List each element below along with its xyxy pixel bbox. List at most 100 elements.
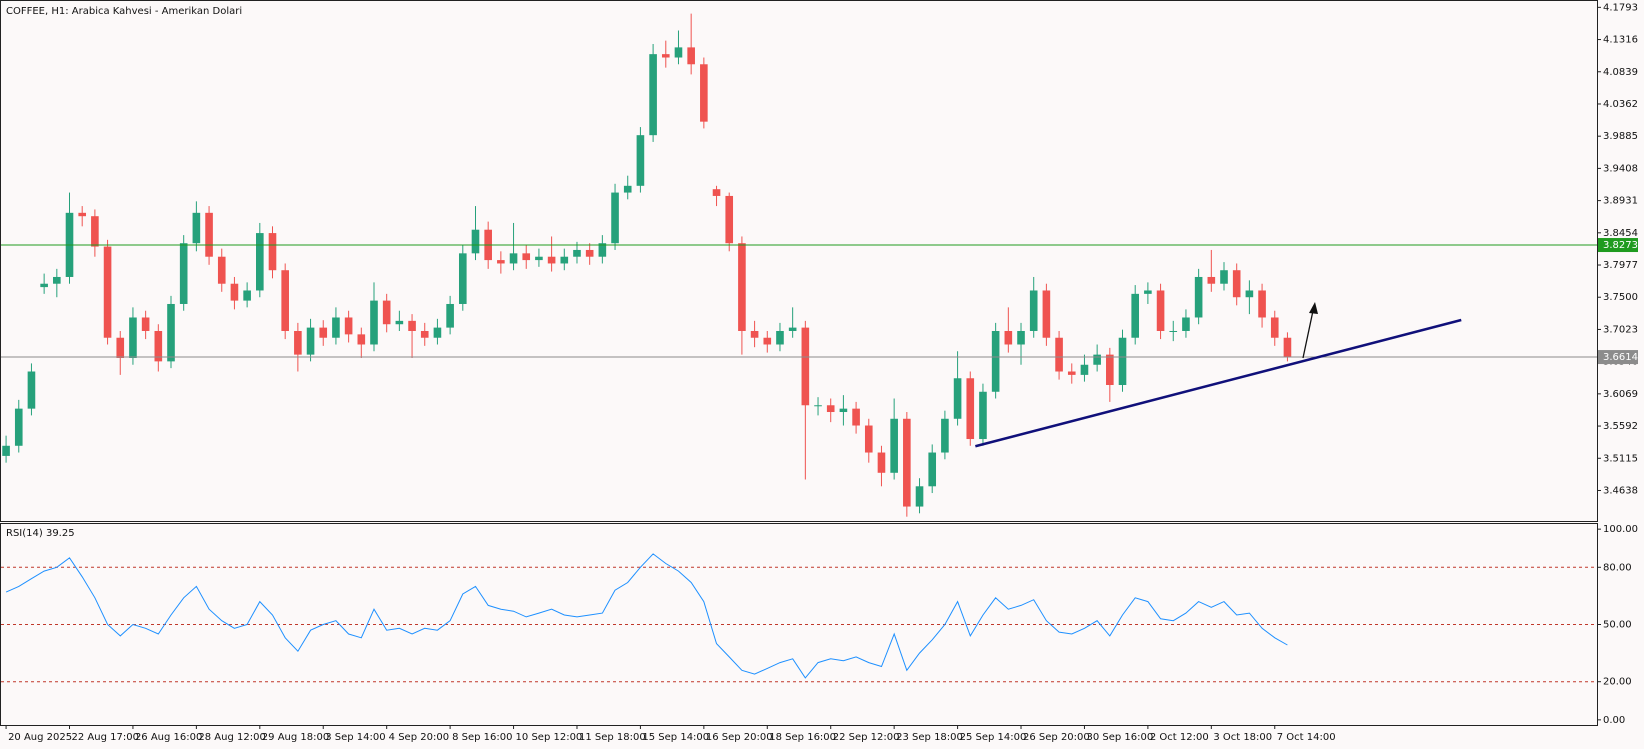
candle-body (154, 330, 163, 362)
candle-body (1156, 290, 1165, 331)
x-tick-label: 26 Aug 16:00 (135, 732, 202, 743)
candle-body (535, 256, 543, 261)
candle-body (1283, 337, 1292, 358)
candle-body (27, 371, 36, 409)
candle-body (243, 290, 251, 301)
trendline (975, 318, 1462, 448)
candle-body (1258, 290, 1266, 318)
arrow-head (1309, 302, 1318, 314)
price-level-label: 3.8273 (1603, 240, 1638, 251)
candle-body (661, 54, 670, 58)
x-tick-label: 30 Sep 16:00 (1086, 732, 1153, 743)
candle-body (179, 243, 188, 304)
candle-body (1004, 330, 1013, 345)
x-tick-label: 23 Sep 18:00 (896, 732, 963, 743)
candle-body (611, 192, 619, 244)
y-tick-label: 4.0839 (1603, 67, 1638, 78)
candle-body (979, 391, 987, 440)
candle-body (890, 418, 898, 473)
candle-body (332, 317, 340, 338)
x-tick-label: 22 Aug 17:00 (72, 732, 139, 743)
x-tick-label: 20 Aug 2025 (8, 732, 72, 743)
candle-body (1080, 364, 1089, 375)
x-tick-label: 11 Sep 18:00 (579, 732, 646, 743)
candle-body (217, 256, 226, 284)
candle-body (725, 195, 734, 244)
y-tick-label: 3.6069 (1603, 389, 1638, 400)
x-tick-label: 8 Sep 16:00 (452, 732, 512, 743)
candle-body (763, 337, 772, 345)
rsi-line (5, 553, 1288, 679)
candle-body (826, 405, 835, 413)
candle-body (1029, 290, 1038, 331)
candle-body (864, 425, 873, 453)
y-tick-label: 3.8931 (1603, 196, 1638, 207)
candle-body (14, 408, 23, 446)
price-level-tag (1598, 350, 1638, 365)
candle-body (1169, 330, 1178, 332)
candle-body (1131, 293, 1140, 338)
candle-body (319, 327, 328, 338)
candle-body (167, 303, 175, 362)
candle-body (408, 320, 416, 331)
candle-body (344, 317, 353, 335)
x-tick-label: 10 Sep 12:00 (516, 732, 583, 743)
candle-body (776, 330, 784, 345)
candle-body (1042, 290, 1051, 338)
candle-body (1182, 317, 1190, 331)
candle-body (497, 260, 505, 264)
candle-body (129, 317, 137, 358)
candle-body (1270, 317, 1279, 338)
candle-body (1245, 290, 1254, 298)
x-tick-label: 15 Sep 14:00 (642, 732, 709, 743)
x-tick-label: 7 Oct 14:00 (1277, 732, 1336, 743)
candle-body (712, 189, 721, 196)
candle-body (547, 256, 556, 264)
candle-body (687, 47, 695, 65)
candle-body (636, 135, 645, 186)
candle-body (458, 253, 467, 304)
candle-body (915, 486, 924, 507)
x-tick-label: 2 Oct 12:00 (1150, 732, 1209, 743)
candle-body (1093, 354, 1101, 365)
candle-body (40, 283, 48, 288)
y-tick-label: 3.7977 (1603, 260, 1638, 271)
x-tick-label: 25 Sep 14:00 (960, 732, 1027, 743)
candle-body (357, 334, 366, 345)
candle-body (560, 256, 569, 264)
candle-body (1055, 337, 1063, 372)
y-tick-label: 3.5115 (1603, 453, 1638, 464)
candle-body (598, 243, 607, 257)
candle-body (966, 378, 975, 440)
rsi-title: RSI(14) 39.25 (6, 528, 75, 539)
candle-body (230, 283, 239, 301)
y-tick-label: 80.00 (1603, 562, 1632, 573)
candle-body (103, 246, 112, 338)
candle-body (116, 337, 125, 358)
candle-body (1232, 270, 1241, 298)
candle-body (674, 47, 683, 58)
candle-body (268, 233, 277, 271)
candle-body (446, 303, 454, 328)
candle-body (1067, 371, 1076, 375)
y-tick-label: 50.00 (1603, 620, 1632, 631)
candle-body (78, 212, 87, 217)
candle-body (141, 317, 150, 331)
y-tick-label: 20.00 (1603, 677, 1632, 688)
price-level-label: 3.6614 (1603, 352, 1638, 363)
y-tick-label: 3.5592 (1603, 421, 1638, 432)
x-tick-label: 16 Sep 20:00 (706, 732, 773, 743)
y-tick-label: 3.7500 (1603, 292, 1638, 303)
candle-body (1220, 270, 1228, 284)
y-tick-label: 3.7023 (1603, 324, 1638, 335)
candle-body (852, 408, 860, 426)
candle-body (1194, 276, 1203, 318)
y-tick-label: 4.0362 (1603, 99, 1638, 110)
candle-body (433, 327, 442, 338)
x-tick-label: 3 Oct 18:00 (1213, 732, 1272, 743)
candle-body (2, 445, 10, 456)
x-tick-label: 18 Sep 16:00 (769, 732, 836, 743)
candle-body (1144, 290, 1152, 294)
y-tick-label: 3.8454 (1603, 228, 1638, 239)
